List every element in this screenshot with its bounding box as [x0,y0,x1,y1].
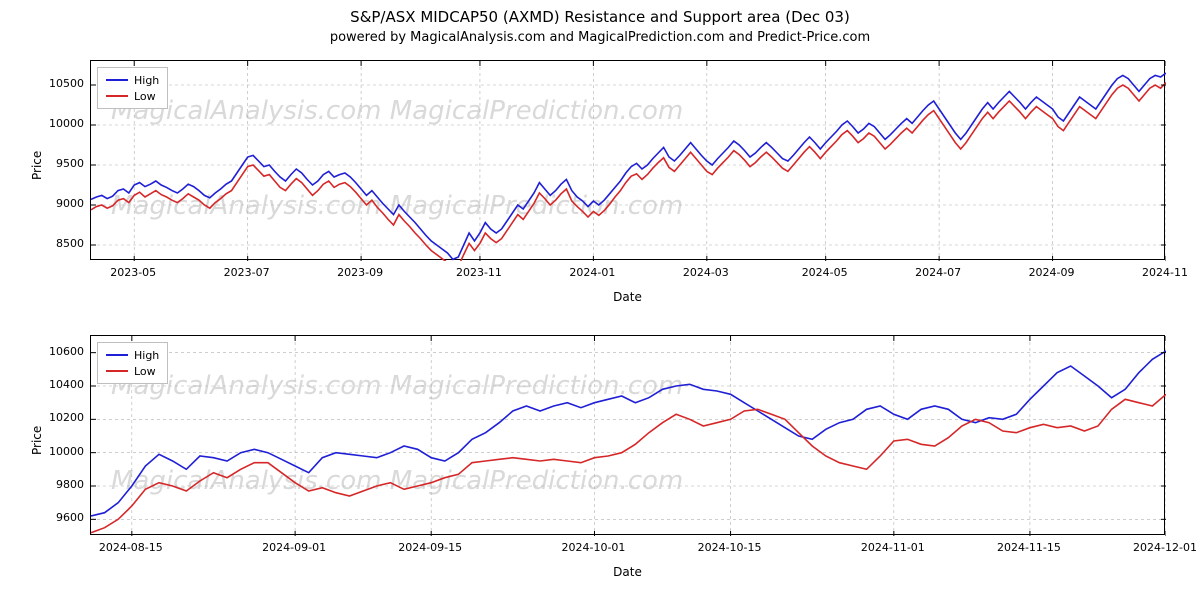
legend-item-high: High [106,72,159,88]
chart-title: S&P/ASX MIDCAP50 (AXMD) Resistance and S… [0,8,1200,26]
y-tick-label: 10400 [34,378,84,391]
x-tick-label: 2024-11-01 [858,541,928,554]
chart-canvas-2 [91,336,1166,536]
x-tick-label: 2024-05 [790,266,860,279]
legend: High Low [97,67,168,109]
chart-canvas-1 [91,61,1166,261]
y-tick-label: 10500 [34,77,84,90]
legend-item-low: Low [106,363,159,379]
legend-swatch-high [106,354,128,356]
y-tick-label: 9600 [34,511,84,524]
x-tick-label: 2023-05 [98,266,168,279]
legend-item-high: High [106,347,159,363]
x-tick-label: 2024-09 [1017,266,1087,279]
x-tick-label: 2024-10-15 [695,541,765,554]
x-axis-label: Date [90,290,1165,304]
x-tick-label: 2024-09-01 [259,541,329,554]
legend-label-low: Low [134,90,156,103]
x-tick-label: 2023-07 [212,266,282,279]
y-tick-label: 9800 [34,478,84,491]
price-panel-zoom: MagicalAnalysis.com MagicalPrediction.co… [90,335,1165,535]
x-tick-label: 2024-03 [671,266,741,279]
legend-swatch-low [106,370,128,372]
legend-item-low: Low [106,88,159,104]
x-tick-label: 2024-09-15 [395,541,465,554]
legend-label-high: High [134,74,159,87]
x-axis-label: Date [90,565,1165,579]
y-tick-label: 8500 [34,237,84,250]
x-tick-label: 2024-07 [903,266,973,279]
legend-swatch-low [106,95,128,97]
legend-label-low: Low [134,365,156,378]
x-tick-label: 2024-11-15 [994,541,1064,554]
x-tick-label: 2023-11 [444,266,514,279]
x-tick-label: 2024-01 [557,266,627,279]
x-tick-label: 2024-10-01 [558,541,628,554]
figure: S&P/ASX MIDCAP50 (AXMD) Resistance and S… [0,0,1200,600]
legend: High Low [97,342,168,384]
y-tick-label: 10200 [34,411,84,424]
legend-label-high: High [134,349,159,362]
x-tick-label: 2024-11 [1130,266,1200,279]
x-tick-label: 2023-09 [325,266,395,279]
y-tick-label: 10000 [34,445,84,458]
x-tick-label: 2024-12-01 [1130,541,1200,554]
y-tick-label: 10000 [34,117,84,130]
y-tick-label: 9500 [34,157,84,170]
y-tick-label: 10600 [34,345,84,358]
x-tick-label: 2024-08-15 [96,541,166,554]
chart-subtitle: powered by MagicalAnalysis.com and Magic… [0,30,1200,45]
y-tick-label: 9000 [34,197,84,210]
legend-swatch-high [106,79,128,81]
price-panel-full: MagicalAnalysis.com MagicalPrediction.co… [90,60,1165,260]
